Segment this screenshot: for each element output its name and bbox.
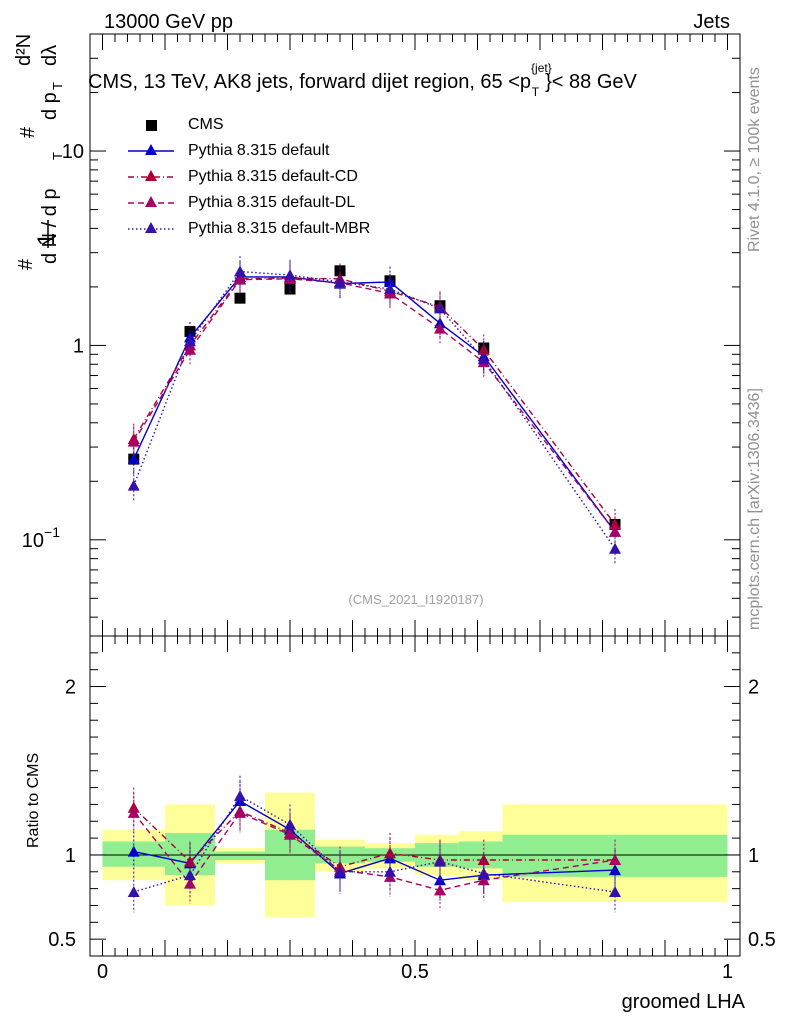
ratio-point-dl <box>127 806 140 818</box>
legend-marker-cms <box>146 120 157 131</box>
x-axis-label: groomed LHA <box>622 991 746 1013</box>
main-point-mbr <box>334 275 346 287</box>
main-point-mbr <box>477 353 490 365</box>
legend-item-mbr: Pythia 8.315 default-MBR <box>128 218 428 244</box>
svg-text:T: T <box>50 82 65 90</box>
header-right: Jets <box>693 11 730 33</box>
ratio-y-tick-label: 1 <box>65 845 76 867</box>
ratio-point-mbr <box>609 886 621 897</box>
legend-marker-default <box>128 144 174 155</box>
legend-marker-cd <box>128 170 174 181</box>
main-point-mbr <box>384 283 396 295</box>
main-point-mbr <box>434 302 446 314</box>
main-line-mbr <box>133 270 616 550</box>
x-tick-label: 0.5 <box>401 961 429 983</box>
rivet-label: Rivet 4.1.0, ≥ 100k events <box>746 67 763 252</box>
legend-label-cd: Pythia 8.315 default-CD <box>188 168 358 185</box>
x-tick-label: 1 <box>722 961 733 983</box>
title-end: }< 88 GeV <box>545 71 637 93</box>
svg-text:d N / d p: d N / d p <box>39 188 61 264</box>
svg-text:#: # <box>17 126 39 138</box>
main-point-cd <box>609 518 621 530</box>
legend-label-default: Pythia 8.315 default <box>188 142 330 159</box>
main-point-dl <box>434 322 446 334</box>
ratio-point-mbr <box>127 886 140 897</box>
chart-marks <box>127 256 621 913</box>
main-point-dl <box>234 273 246 285</box>
main-y-label: # 1 d N / d p T # d p T d²N dλ <box>13 34 65 270</box>
svg-text:dλ: dλ <box>39 45 61 66</box>
main-point-mbr <box>234 265 246 277</box>
x-tick-label: 0 <box>97 961 108 983</box>
svg-text:#: # <box>15 258 37 270</box>
ratio-panel: 0 0.5 1 0.5 0.5 1 1 2 2 <box>48 635 776 983</box>
ratio-point-cd <box>184 855 196 867</box>
main-point-dl <box>184 343 196 355</box>
svg-text:d²N: d²N <box>13 34 35 66</box>
main-point-mbr <box>284 269 296 281</box>
ratio-point-dl <box>609 854 621 865</box>
legend: CMS Pythia 8.315 default Pythia 8.315 de… <box>128 114 428 244</box>
svg-text:d p: d p <box>39 92 61 120</box>
ratio-y-label: Ratio to CMS <box>25 753 42 848</box>
ratio-point-mbr <box>234 790 246 801</box>
y-tick-label: 1 <box>73 335 84 357</box>
ratio-point-dl <box>477 874 490 886</box>
svg-text:T: T <box>50 152 65 160</box>
main-point-default <box>127 453 140 465</box>
legend-label-mbr: Pythia 8.315 default-MBR <box>188 220 371 237</box>
legend-item-dl: Pythia 8.315 default-DL <box>128 192 428 218</box>
main-point-mbr <box>127 479 140 491</box>
analysis-watermark: (CMS_2021_I1920187) <box>348 592 483 607</box>
header-left: 13000 GeV pp <box>104 11 233 33</box>
y-tick-label: 10 <box>62 141 84 163</box>
title-main: CMS, 13 TeV, AK8 jets, forward dijet reg… <box>88 71 531 93</box>
main-line-dl <box>133 278 616 533</box>
main-point-mbr <box>609 542 621 554</box>
ratio-point-mbr <box>434 855 446 867</box>
title-sub: T <box>532 85 540 99</box>
y-tick-label: 10−1 <box>22 524 60 552</box>
y-tick-label-exponent: −1 <box>44 524 60 540</box>
legend-item-default: Pythia 8.315 default <box>128 140 428 166</box>
main-point-dl <box>127 435 140 447</box>
ratio-y-tick-label-right: 2 <box>748 677 759 699</box>
legend-item-cd: Pythia 8.315 default-CD <box>128 166 428 192</box>
ratio-band-green <box>215 851 265 860</box>
ratio-point-mbr <box>184 869 196 881</box>
ratio-y-tick-label: 0.5 <box>48 929 76 951</box>
ratio-point-default <box>127 845 140 857</box>
ratio-point-dl <box>434 884 446 896</box>
main-line-default <box>133 276 616 533</box>
plot-title: CMS, 13 TeV, AK8 jets, forward dijet reg… <box>88 61 637 99</box>
legend-label-cms: CMS <box>188 116 224 133</box>
ratio-point-mbr <box>284 818 296 830</box>
main-point-dl <box>609 525 621 537</box>
legend-label-dl: Pythia 8.315 default-DL <box>188 194 356 211</box>
title-sup: {jet} <box>531 61 552 75</box>
ratio-y-tick-label-right: 1 <box>748 845 759 867</box>
legend-marker-dl <box>128 196 174 207</box>
main-point-mbr <box>184 335 196 347</box>
ratio-point-cd <box>477 854 490 865</box>
main-line-cd <box>133 277 616 525</box>
ratio-frame <box>89 635 741 957</box>
ratio-y-tick-label-right: 0.5 <box>748 929 776 951</box>
legend-item-cms: CMS <box>128 114 428 140</box>
ratio-point-mbr <box>384 865 396 877</box>
ratio-point-mbr <box>334 865 346 877</box>
svg-text:1: 1 <box>33 233 60 246</box>
ratio-point-mbr <box>477 867 490 879</box>
cms-data-point <box>234 292 246 304</box>
mcplots-label: mcplots.cern.ch [arXiv:1306.3436] <box>746 388 763 630</box>
legend-marker-mbr <box>128 222 174 233</box>
ratio-y-tick-label: 2 <box>65 677 76 699</box>
